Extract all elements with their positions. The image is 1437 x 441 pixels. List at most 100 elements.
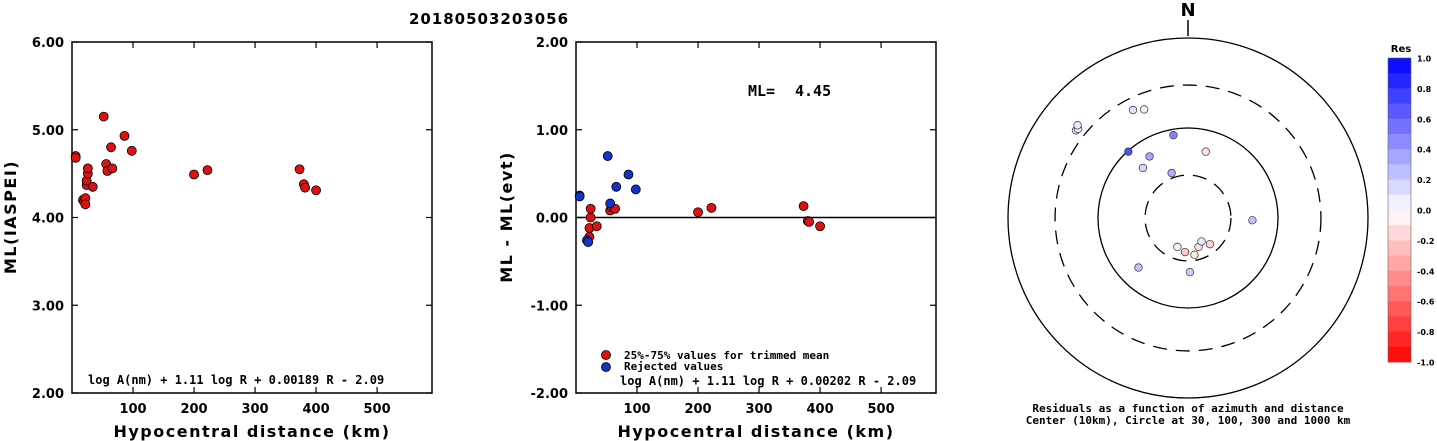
colorbar-segment (1388, 286, 1411, 302)
ring-layer (1007, 37, 1369, 399)
station-marker (1185, 268, 1195, 277)
y-tick-label: 2.00 (536, 36, 568, 51)
data-point (605, 198, 616, 209)
data-point (804, 216, 814, 227)
x-tick-label: 100 (119, 402, 146, 417)
colorbar-segment (1388, 73, 1411, 89)
data-point (107, 163, 118, 174)
data-point (585, 203, 596, 214)
distance-ring (1054, 84, 1322, 352)
ml-label: ML= (748, 82, 775, 100)
x-tick-label: 300 (241, 402, 268, 417)
data-point (106, 142, 116, 153)
station-marker (1128, 105, 1138, 115)
data-point (70, 152, 81, 163)
data-point (693, 207, 703, 218)
formula-text: log A(nm) + 1.11 log R + 0.00202 R - 2.0… (620, 374, 916, 388)
data-point (630, 184, 641, 195)
distance-ring (1097, 127, 1279, 309)
formula-text: log A(nm) + 1.11 log R + 0.00189 R - 2.0… (88, 373, 384, 387)
colorbar-tick-label: -0.2 (1417, 237, 1435, 246)
data-point (311, 185, 321, 196)
y-tick-label: 4.00 (32, 212, 64, 227)
colorbar-tick-label: 0.0 (1417, 207, 1432, 216)
north-label: N (1180, 0, 1195, 21)
point-layer (574, 151, 825, 247)
data-point (80, 199, 91, 210)
legend-label-trimmed: 25%-75% values for trimmed mean (624, 349, 829, 362)
data-point (798, 201, 809, 211)
station-marker (1139, 105, 1149, 114)
y-tick-label: 0.00 (536, 212, 568, 227)
colorbar-segment (1388, 270, 1411, 287)
station-marker (1124, 147, 1133, 156)
station-marker (1169, 131, 1178, 140)
data-point (119, 130, 130, 141)
colorbar-tick-label: -0.4 (1417, 267, 1435, 276)
station-marker (1138, 163, 1148, 173)
station-marker (1205, 240, 1215, 249)
station-marker (1073, 121, 1082, 130)
data-point (815, 221, 825, 232)
y-tick-label: -1.00 (531, 299, 568, 314)
data-point (583, 237, 594, 247)
data-point (611, 181, 622, 192)
y-tick-label: -2.00 (531, 387, 568, 402)
colorbar-segment (1388, 240, 1411, 257)
caption-line-1: Residuals as a function of azimuth and d… (1032, 402, 1344, 415)
colorbar-title: Res (1391, 44, 1411, 55)
colorbar-tick-label: -0.6 (1417, 298, 1435, 307)
data-point (189, 169, 199, 180)
legend-marker-trimmed (601, 350, 611, 360)
panel-residual-vs-distance: 100 200 300 400 500 -2.00 -1.00 0.00 1.00 2.00 ML… (497, 36, 937, 441)
legend-marker-rejected (601, 362, 611, 372)
colorbar-segment (1388, 149, 1411, 165)
colorbar-segment (1388, 88, 1411, 105)
data-point (202, 165, 213, 176)
station-marker (1167, 168, 1176, 178)
panel-ml-vs-distance: 100 200 300 400 500 2.00 3.00 4.00 5.00 6.00 Hypo… (1, 36, 433, 441)
data-point (82, 163, 93, 174)
station-marker (1173, 242, 1182, 252)
y-tick-label: 6.00 (32, 36, 64, 51)
data-point (602, 151, 613, 161)
data-point (585, 212, 596, 223)
data-point (98, 111, 109, 122)
x-tick-label: 100 (623, 402, 650, 417)
y-axis-label: ML - ML(evt) (497, 151, 516, 283)
colorbar-segment (1388, 58, 1411, 74)
figure-title: 20180503203056 (409, 10, 569, 28)
tick-layer: 100 200 300 400 500 -2.00 -1.00 0.00 1.00 2.00 (531, 36, 936, 417)
tick-layer: 100 200 300 400 500 2.00 3.00 4.00 5.00 6.00 (32, 36, 432, 417)
colorbar-segment (1388, 210, 1411, 226)
plot-frame (71, 41, 433, 394)
data-point (294, 164, 305, 175)
data-point (574, 191, 585, 202)
colorbar: 1.0 0.8 0.6 0.4 0.2 0.0 -0.2 -0.4 -0.6 -0.8 -1.0 (1387, 55, 1435, 368)
station-marker (1134, 263, 1143, 272)
legend-label-rejected: Rejected values (624, 360, 723, 373)
colorbar-segment (1388, 179, 1411, 196)
x-axis-label: Hypocentral distance (km) (113, 422, 390, 441)
colorbar-tick-label: 1.0 (1417, 55, 1432, 64)
colorbar-segment (1388, 194, 1411, 211)
station-marker (1248, 216, 1257, 225)
y-tick-label: 1.00 (536, 124, 568, 139)
ml-value: 4.45 (795, 82, 831, 100)
colorbar-segment (1388, 103, 1411, 120)
colorbar-segment (1388, 301, 1411, 317)
data-point (623, 169, 634, 180)
distance-ring (1144, 174, 1232, 262)
data-point (591, 221, 602, 232)
colorbar-tick-label: -0.8 (1417, 328, 1435, 337)
station-marker (1190, 250, 1199, 259)
distance-ring (1007, 37, 1369, 399)
x-tick-label: 400 (302, 402, 329, 417)
colorbar-tick-label: 0.2 (1417, 176, 1431, 185)
y-tick-label: 2.00 (32, 387, 64, 402)
colorbar-tick-label: 0.4 (1417, 146, 1432, 155)
colorbar-segment (1388, 316, 1411, 333)
point-layer (70, 111, 321, 210)
colorbar-tick-label: -1.0 (1417, 359, 1435, 368)
